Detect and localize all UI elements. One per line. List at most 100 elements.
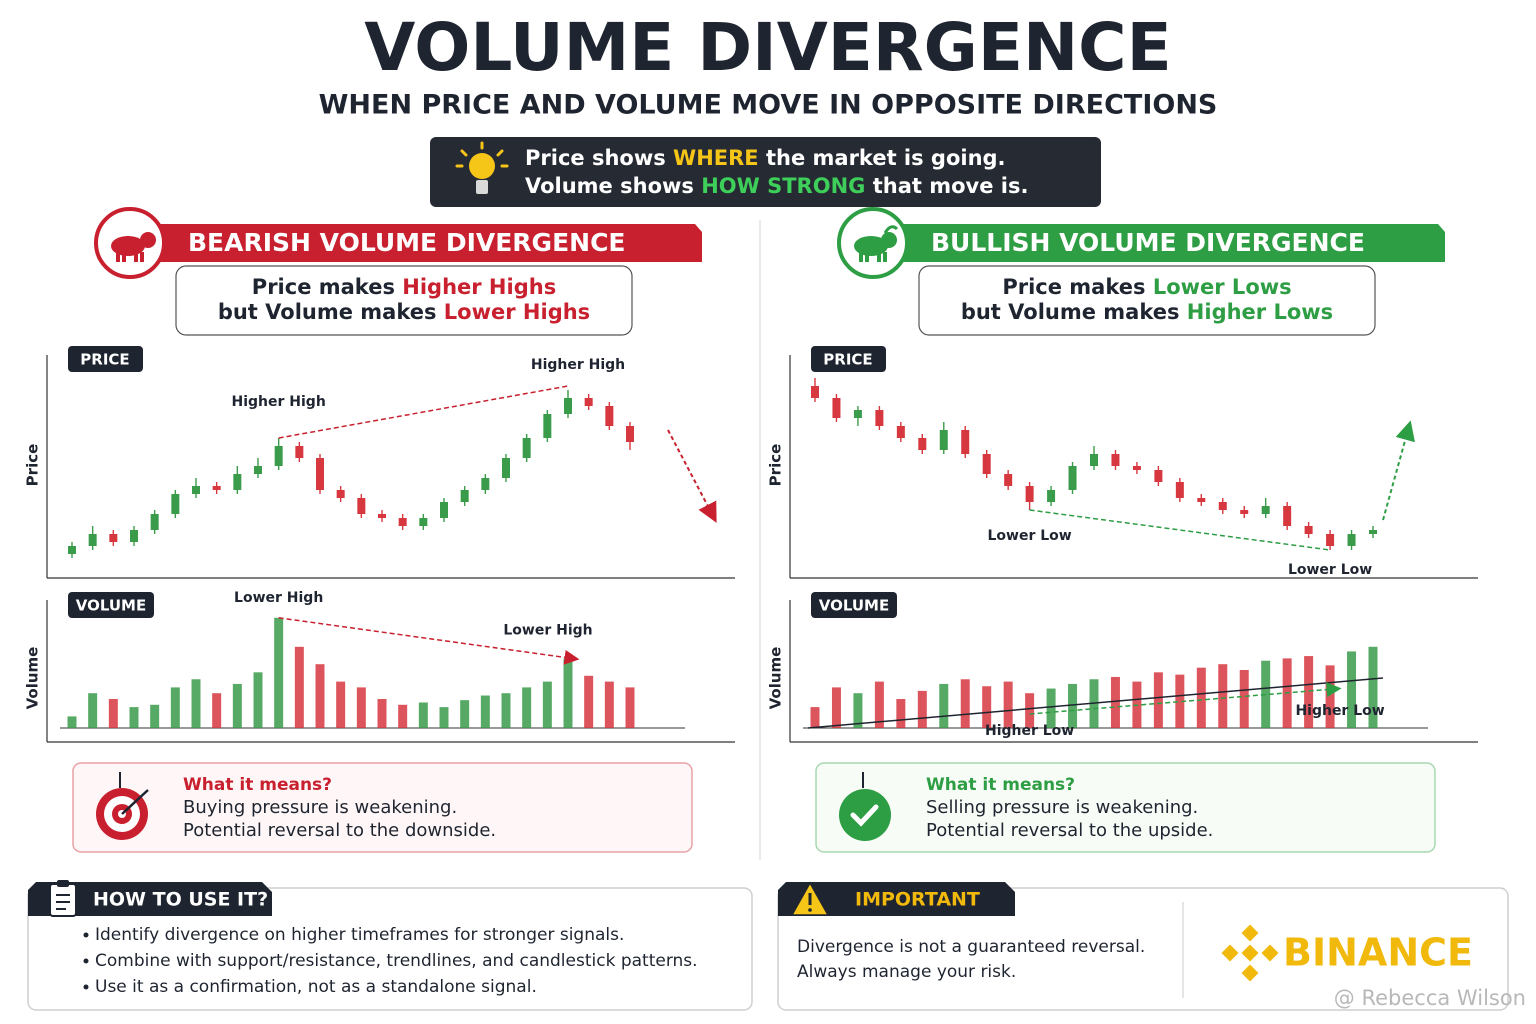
candle-body <box>1111 454 1120 466</box>
candle-body <box>1347 534 1356 546</box>
rule-line-part: but Volume makes <box>961 300 1187 324</box>
bullet <box>83 958 89 964</box>
rule-line-part: Price makes <box>252 275 402 299</box>
rule-line: but Volume makes Higher Lows <box>961 300 1333 324</box>
candle-body <box>1197 498 1206 502</box>
meaning-box <box>815 762 1436 853</box>
volume-bar <box>1347 651 1357 728</box>
candle-body <box>1175 482 1184 498</box>
ribbon <box>150 224 702 262</box>
candle-body <box>1154 470 1163 482</box>
rule-box <box>918 265 1376 336</box>
rule-line-part: Lower Lows <box>1153 275 1292 299</box>
candle-body <box>626 426 634 442</box>
volume-bar <box>982 686 992 728</box>
candle-body <box>440 502 448 518</box>
volume-bar <box>563 658 573 728</box>
candle-body <box>1132 466 1141 470</box>
candle-body <box>1004 474 1013 486</box>
brand: BINANCE <box>1283 931 1473 975</box>
animal-head <box>140 232 156 248</box>
candle-body <box>1025 486 1034 502</box>
volume-bar <box>480 695 490 728</box>
volume-bar <box>129 707 139 728</box>
tip-line-part: that move is. <box>865 174 1028 198</box>
volume-bar <box>1175 674 1185 728</box>
tag <box>68 592 154 618</box>
candle-body <box>605 406 614 426</box>
candle-body <box>316 458 324 490</box>
tip-line-part: Price shows <box>525 146 673 170</box>
divergence-line <box>1029 682 1342 715</box>
volume-tag: VOLUME <box>819 597 889 615</box>
animal-leg <box>134 252 138 262</box>
animal-leg <box>883 252 887 262</box>
candle-body <box>68 546 76 554</box>
volume-bar <box>1218 664 1228 728</box>
axis-title: Price <box>767 444 785 487</box>
volume-bar <box>960 679 970 728</box>
bullet <box>83 984 89 990</box>
candle-body <box>982 454 991 474</box>
tip-line-part: WHERE <box>673 146 759 170</box>
section-title: HOW TO USE IT? <box>93 889 268 911</box>
candle-body <box>295 446 304 458</box>
animal-head <box>881 232 897 248</box>
swing-label: Lower High <box>234 590 323 606</box>
candle-body <box>336 490 345 498</box>
volume-bar <box>522 687 532 728</box>
animal-horn <box>883 225 899 234</box>
panel-heading: BULLISH VOLUME DIVERGENCE <box>931 228 1365 257</box>
rule-line-part: Higher Highs <box>402 275 556 299</box>
volume-bar <box>1368 646 1378 728</box>
rule-line: Price makes Higher Highs <box>252 275 556 299</box>
axis-title: Price <box>24 444 42 487</box>
volume-bar <box>212 693 222 728</box>
candle-body <box>543 414 552 438</box>
tag <box>68 346 143 372</box>
candle-body <box>939 430 948 450</box>
watermark: @ Rebecca Wilson <box>1334 986 1526 1010</box>
rule-line: Price makes Lower Lows <box>1002 275 1291 299</box>
candle-body <box>419 518 428 526</box>
volume-bar <box>625 687 635 728</box>
important-line: Divergence is not a guaranteed reversal. <box>797 937 1145 957</box>
animal-body <box>854 236 888 256</box>
volume-bar <box>108 699 118 728</box>
volume-bar <box>542 681 552 728</box>
volume-bar <box>604 681 614 728</box>
volume-tag: VOLUME <box>76 597 146 615</box>
animal-leg <box>116 252 120 262</box>
candle-body <box>212 486 221 490</box>
volume-bar <box>398 704 408 728</box>
volume-bar <box>1153 672 1163 728</box>
volume-bar <box>584 675 594 728</box>
candle-body <box>233 474 242 490</box>
candle-body <box>1283 506 1292 526</box>
candle-body <box>481 478 490 490</box>
volume-bar <box>831 687 841 728</box>
tip-line: Volume shows HOW STRONG that move is. <box>525 174 1028 198</box>
volume-bar <box>917 690 927 728</box>
how-to-use <box>27 880 753 1011</box>
candle-body <box>109 534 118 542</box>
rule-line-part: but Volume makes <box>218 300 444 324</box>
divergence-line <box>278 617 580 665</box>
bullet <box>83 932 89 938</box>
check-circle <box>839 789 891 841</box>
important-box <box>777 881 1509 1011</box>
volume-bar <box>810 707 820 728</box>
tip-line-part: HOW STRONG <box>701 174 865 198</box>
candle-body <box>192 486 200 494</box>
candle-body <box>832 398 841 418</box>
meaning-line: Potential reversal to the downside. <box>183 820 496 841</box>
volume-bar <box>336 681 346 728</box>
swing-label: Higher High <box>531 357 625 373</box>
volume-bar <box>67 716 77 728</box>
volume-bar <box>1196 667 1206 728</box>
rule-line-part: Price makes <box>1002 275 1152 299</box>
volume-bar <box>1304 656 1314 728</box>
candle-body <box>1261 506 1270 514</box>
candle-body <box>1326 534 1335 546</box>
